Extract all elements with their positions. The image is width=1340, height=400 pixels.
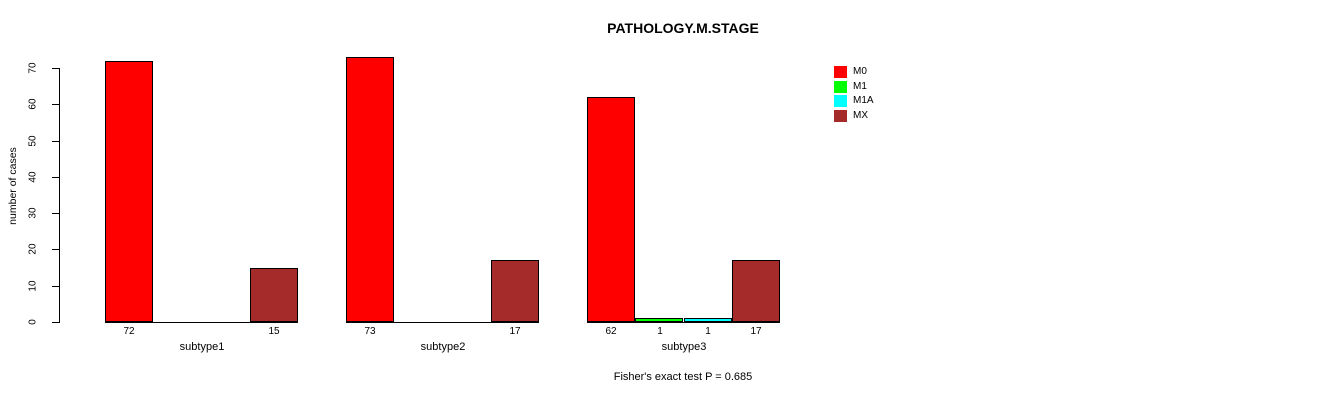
bar-mx-subtype1 xyxy=(250,268,298,322)
baseline-segment xyxy=(105,322,298,323)
bar-value-label: 62 xyxy=(605,326,617,337)
y-tick-label: 60 xyxy=(27,98,39,110)
legend-label-mx: MX xyxy=(853,110,868,121)
y-tick-label: 20 xyxy=(27,243,39,255)
bar-m1a-subtype3 xyxy=(684,318,732,322)
bar-mx-subtype2 xyxy=(491,260,539,322)
y-tick xyxy=(52,68,59,69)
bar-value-label: 72 xyxy=(123,326,135,337)
y-tick xyxy=(52,104,59,106)
y-tick xyxy=(52,176,59,178)
legend-label-m0: M0 xyxy=(853,66,867,77)
chart-title: PATHOLOGY.M.STAGE xyxy=(607,20,759,36)
annotation-text: Fisher's exact test P = 0.685 xyxy=(613,371,753,383)
y-tick xyxy=(52,285,59,287)
y-tick-label: 30 xyxy=(27,207,39,219)
bar-value-label: 73 xyxy=(364,326,376,337)
legend-swatch-mx xyxy=(834,110,847,122)
legend-swatch-m1 xyxy=(834,81,847,93)
y-tick xyxy=(52,249,59,251)
bar-m1-subtype3 xyxy=(635,318,683,322)
bar-value-label: 1 xyxy=(705,326,711,337)
category-label-subtype2: subtype2 xyxy=(420,341,466,353)
bar-value-label: 17 xyxy=(750,326,762,337)
legend-swatch-m1a xyxy=(834,95,847,107)
baseline-segment xyxy=(587,322,780,323)
y-axis-label: number of cases xyxy=(7,147,19,225)
y-tick-label: 0 xyxy=(27,319,39,325)
bar-value-label: 1 xyxy=(657,326,663,337)
bar-mx-subtype3 xyxy=(732,260,780,322)
y-tick-label: 70 xyxy=(27,62,39,74)
legend-swatch-m0 xyxy=(834,66,847,78)
y-tick xyxy=(52,140,59,142)
y-axis-line xyxy=(59,68,60,323)
category-label-subtype3: subtype3 xyxy=(661,341,707,353)
category-label-subtype1: subtype1 xyxy=(179,341,225,353)
y-tick-label: 40 xyxy=(27,171,39,183)
bar-value-label: 15 xyxy=(268,326,280,337)
y-tick xyxy=(52,322,59,323)
bar-m0-subtype2 xyxy=(346,57,394,322)
bar-m0-subtype1 xyxy=(105,61,153,322)
baseline-segment xyxy=(346,322,539,323)
y-tick-label: 50 xyxy=(27,135,39,147)
legend-label-m1a: M1A xyxy=(853,95,874,106)
legend-label-m1: M1 xyxy=(853,81,867,92)
bar-m0-subtype3 xyxy=(587,97,635,322)
y-tick-label: 10 xyxy=(27,280,39,292)
bar-value-label: 17 xyxy=(509,326,521,337)
y-tick xyxy=(52,213,59,215)
